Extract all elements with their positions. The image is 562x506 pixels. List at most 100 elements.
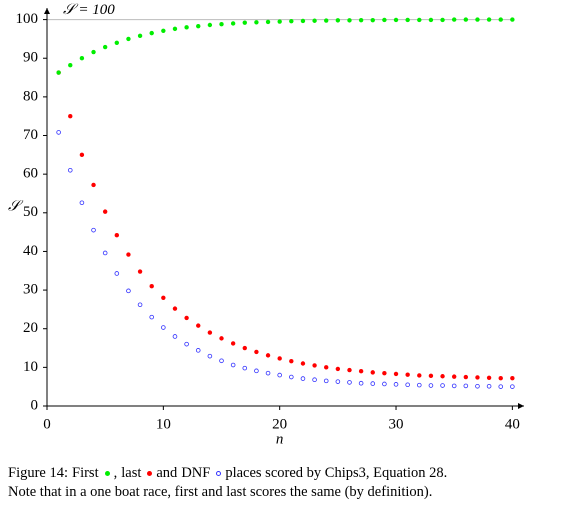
point [335, 366, 341, 372]
point [405, 17, 410, 23]
point [510, 375, 515, 381]
caption-text: and [156, 465, 178, 481]
point [370, 381, 376, 386]
x-tick-label: 0 [43, 416, 51, 432]
point [102, 44, 108, 50]
point [312, 18, 317, 23]
point [254, 349, 259, 355]
point [277, 19, 282, 24]
point [265, 370, 271, 376]
point [347, 367, 352, 373]
point [242, 365, 248, 371]
point [91, 49, 96, 55]
point [416, 382, 422, 388]
point [475, 383, 480, 389]
point [219, 358, 224, 364]
point [230, 341, 236, 346]
point [358, 380, 364, 386]
point [498, 375, 503, 381]
point [451, 383, 457, 389]
caption-text: Figure 14: [8, 465, 69, 481]
point [79, 56, 85, 61]
point [300, 361, 306, 366]
point [184, 315, 189, 321]
point [265, 353, 271, 358]
y-tick-label: 80 [23, 88, 38, 104]
point [277, 356, 282, 361]
point [68, 62, 73, 68]
point [323, 378, 329, 384]
point [137, 33, 143, 39]
point [230, 21, 236, 26]
y-tick-label: 20 [23, 320, 38, 336]
point [510, 17, 515, 22]
point [475, 375, 480, 380]
point [114, 233, 120, 238]
point [277, 372, 282, 378]
point [428, 383, 434, 388]
x-axis-arrow [518, 403, 524, 409]
y-tick-label: 50 [23, 204, 38, 220]
point [149, 314, 155, 320]
point [56, 70, 61, 75]
point [265, 19, 271, 25]
x-tick-label: 30 [389, 416, 404, 432]
point [358, 369, 364, 374]
point [161, 325, 166, 330]
point [324, 18, 329, 23]
point [219, 22, 224, 27]
x-tick-label: 20 [272, 416, 287, 432]
point [114, 40, 120, 45]
point [79, 152, 85, 158]
legend-label: DNF [181, 465, 211, 481]
point [79, 200, 85, 206]
point [126, 288, 131, 294]
legend-label: First [72, 465, 99, 481]
point [91, 227, 96, 233]
point [382, 381, 387, 387]
point [347, 18, 352, 23]
caption-note: Note that in a one boat race, first and … [8, 484, 433, 500]
x-axis-label: n [276, 431, 284, 447]
point [463, 17, 469, 22]
x-tick-label: 40 [505, 416, 520, 432]
legend-label: last [121, 465, 142, 481]
point [440, 383, 445, 388]
point [382, 17, 387, 23]
point [126, 252, 131, 257]
point [91, 182, 96, 188]
point [510, 384, 515, 389]
reference-label: 𝒮 = 100 [63, 2, 115, 18]
legend-swatch [104, 470, 110, 476]
point [56, 130, 61, 135]
point [347, 380, 352, 385]
point [382, 370, 387, 376]
point [207, 22, 213, 28]
point [475, 17, 480, 22]
point [242, 345, 247, 351]
point [289, 18, 294, 24]
point [68, 113, 73, 119]
legend-swatch [147, 470, 153, 476]
point [172, 334, 178, 339]
point [172, 306, 178, 311]
point [417, 373, 422, 378]
point [242, 20, 247, 25]
point [370, 17, 375, 23]
y-tick-label: 30 [23, 282, 38, 298]
point [289, 374, 294, 380]
point [254, 20, 259, 25]
point [207, 353, 213, 359]
point [230, 362, 236, 368]
point [184, 341, 189, 347]
point [486, 375, 492, 380]
y-tick-label: 0 [31, 397, 39, 413]
legend-swatch [216, 470, 222, 476]
point [440, 374, 445, 379]
point [405, 372, 410, 377]
y-tick-label: 70 [23, 127, 38, 143]
point [451, 374, 457, 379]
point [161, 295, 166, 301]
point [149, 30, 154, 36]
chart: 𝒮 = 100 0 10 20 30 40 50 60 70 80 90 100 0 10 20 30 40 n 𝒮 [8, 2, 524, 447]
